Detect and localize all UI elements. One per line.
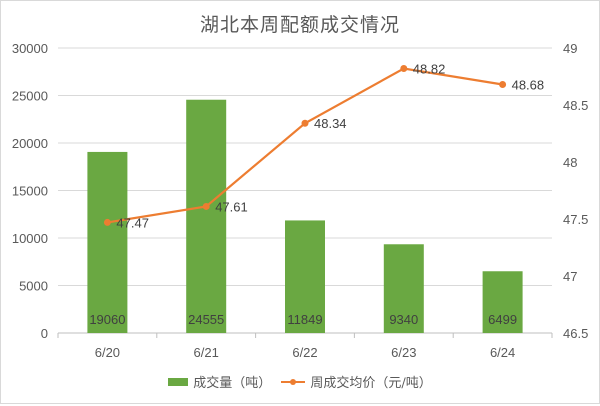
bar-value-label: 9340 xyxy=(389,312,418,327)
legend-item-volume: 成交量（吨） xyxy=(168,372,271,391)
right-axis-tick: 48 xyxy=(563,155,577,170)
left-axis-tick: 10000 xyxy=(12,231,48,246)
price-value-label: 47.61 xyxy=(215,199,248,214)
bar xyxy=(383,244,424,333)
legend-label-price: 周成交均价（元/吨） xyxy=(310,376,432,391)
price-marker xyxy=(202,202,210,210)
x-axis-label: 6/21 xyxy=(194,345,219,360)
left-axis-tick: 20000 xyxy=(12,136,48,151)
left-axis-tick: 15000 xyxy=(12,184,48,199)
left-axis-tick: 5000 xyxy=(19,279,48,294)
price-value-label: 48.68 xyxy=(512,77,545,92)
bar-value-label: 11849 xyxy=(287,312,322,327)
legend-item-price: 周成交均价（元/吨） xyxy=(281,372,432,391)
bar xyxy=(87,151,128,333)
right-axis-tick: 47.5 xyxy=(563,212,588,227)
bar xyxy=(186,99,227,333)
left-axis-tick: 0 xyxy=(41,326,48,341)
bar-swatch-icon xyxy=(168,377,189,386)
legend-label-volume: 成交量（吨） xyxy=(193,376,272,391)
price-value-label: 48.82 xyxy=(413,62,446,77)
price-value-label: 48.34 xyxy=(314,116,347,131)
right-axis-tick: 49 xyxy=(563,41,577,56)
x-axis-label: 6/24 xyxy=(490,345,515,360)
bar xyxy=(482,271,523,333)
x-axis-label: 6/22 xyxy=(292,345,317,360)
right-axis-tick: 47 xyxy=(563,269,577,284)
x-axis-label: 6/20 xyxy=(95,345,120,360)
price-value-label: 47.47 xyxy=(116,215,149,230)
bar-value-label: 6499 xyxy=(488,312,517,327)
left-axis-tick: 25000 xyxy=(12,89,48,104)
right-axis-tick: 46.5 xyxy=(563,326,588,341)
right-axis-tick: 48.5 xyxy=(563,98,588,113)
bar xyxy=(285,220,325,333)
bar-value-label: 24555 xyxy=(188,312,224,327)
price-line xyxy=(107,67,503,224)
line-swatch-icon xyxy=(281,378,306,385)
chart-title: 湖北本周配额成交情况 xyxy=(199,14,400,36)
price-marker xyxy=(103,218,111,226)
price-marker xyxy=(400,65,408,73)
price-marker xyxy=(301,119,309,127)
left-axis-tick: 30000 xyxy=(12,41,48,56)
price-marker xyxy=(499,80,507,88)
legend: 成交量（吨） 周成交均价（元/吨） xyxy=(0,372,600,391)
bar-value-label: 19060 xyxy=(89,312,125,327)
x-axis-label: 6/23 xyxy=(391,345,416,360)
